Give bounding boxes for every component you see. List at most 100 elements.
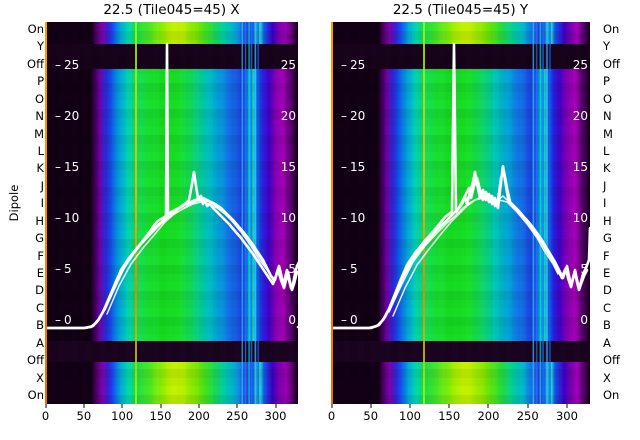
y-category-tick-right-on-21: On bbox=[603, 388, 620, 402]
x-tick-label-left-150: 150 bbox=[149, 409, 172, 423]
y-category-tick-left-j-9: J bbox=[40, 178, 44, 193]
ytick-15-right-right: 15 bbox=[572, 160, 588, 174]
ytick-0-right-right: 0 bbox=[580, 313, 588, 327]
y-category-tick-right-on-0: On bbox=[603, 22, 620, 36]
y-category-tick-right-x-20: X bbox=[603, 370, 611, 385]
y-category-tick-right-a-18: A bbox=[603, 335, 611, 350]
ytick-5-right-right: 5 bbox=[580, 262, 588, 276]
x-tick-mark-right-150 bbox=[448, 404, 450, 408]
y-category-tick-right-o-4: O bbox=[603, 91, 613, 106]
panel-title-left: 22.5 (Tile045=45) X bbox=[103, 2, 240, 18]
x-tick-label-right-300: 300 bbox=[555, 409, 578, 423]
center-streak-right bbox=[423, 22, 425, 404]
x-tick-label-left-0: 0 bbox=[41, 409, 50, 423]
ytick-0-left-right: 0 bbox=[288, 313, 296, 327]
y-category-tick-right-b-17: B bbox=[603, 318, 611, 333]
x-tick-mark-left-300 bbox=[275, 404, 276, 408]
heatmap-panel-right[interactable]: –25 –20 –15 –10 –5 –0 25 20 15 10 5 0 bbox=[331, 22, 590, 404]
heatmap-panel-left[interactable]: –25 –20 –15 –10 –5 –0 25 20 15 10 5 0 bbox=[45, 22, 298, 404]
y-category-tick-left-d-15: D bbox=[35, 283, 44, 298]
x-tick-mark-right-100 bbox=[409, 404, 411, 408]
y-category-tick-left-l-7: L bbox=[37, 144, 44, 158]
y-category-tick-right-c-16: C bbox=[603, 300, 612, 315]
y-category-tick-right-h-11: H bbox=[603, 213, 612, 228]
center-streak-left bbox=[135, 22, 137, 404]
panel-title-right: 22.5 (Tile045=45) Y bbox=[392, 2, 529, 18]
y-category-tick-right-l-7: L bbox=[603, 144, 610, 158]
y-category-tick-left-h-11: H bbox=[35, 213, 44, 228]
x-tick-label-left-250: 250 bbox=[226, 409, 249, 423]
ytick-5-left-right: 5 bbox=[288, 262, 296, 276]
ytick-10-left: –10 bbox=[55, 211, 80, 225]
ytick-5-right: –5 bbox=[341, 262, 358, 276]
x-tick-mark-right-250 bbox=[527, 404, 529, 408]
ytick-15-left-right: 15 bbox=[280, 160, 296, 174]
y-category-tick-left-y-1: Y bbox=[36, 39, 44, 54]
x-tick-label-left-200: 200 bbox=[187, 409, 210, 423]
ytick-25-left: –25 bbox=[55, 58, 80, 72]
x-tick-label-left-50: 50 bbox=[76, 409, 92, 423]
ytick-0-right: –0 bbox=[341, 313, 358, 327]
y-category-tick-right-m-6: M bbox=[603, 126, 613, 141]
y-category-tick-left-i-10: I bbox=[40, 196, 44, 211]
x-tick-label-left-100: 100 bbox=[111, 409, 134, 423]
y-category-tick-left-o-4: O bbox=[34, 91, 44, 106]
y-category-tick-left-e-14: E bbox=[36, 266, 44, 280]
left-spine-right-panel bbox=[331, 22, 333, 404]
y-category-tick-right-d-15: D bbox=[603, 283, 612, 298]
ytick-10-right: –10 bbox=[341, 211, 366, 225]
rfi-streaks-right bbox=[531, 22, 558, 404]
y-category-tick-right-i-10: I bbox=[603, 196, 607, 211]
y-category-tick-right-k-8: K bbox=[603, 161, 611, 176]
y-category-tick-left-on-0: On bbox=[27, 22, 44, 36]
y-category-tick-left-off-19: Off bbox=[27, 353, 44, 368]
ytick-25-right-right: 25 bbox=[572, 58, 588, 72]
y-category-tick-right-f-13: F bbox=[603, 248, 610, 263]
x-tick-label-left-300: 300 bbox=[264, 409, 287, 423]
x-tick-mark-left-200 bbox=[198, 404, 200, 408]
heatmap-image-right bbox=[331, 22, 590, 404]
rfi-streaks-left bbox=[241, 22, 267, 404]
y-category-tick-left-p-3: P bbox=[37, 74, 44, 89]
ytick-20-right-right: 20 bbox=[572, 109, 588, 123]
x-tick-label-right-150: 150 bbox=[438, 409, 461, 423]
heatmap-image-left bbox=[45, 22, 298, 404]
left-spine-left-panel bbox=[45, 22, 47, 404]
x-tick-mark-left-0 bbox=[45, 404, 46, 408]
y-category-tick-left-x-20: X bbox=[36, 370, 44, 385]
y-axis-categories-left: On Y Off P O N M L K J I H G F E D C B A Off X On bbox=[2, 22, 44, 404]
ytick-10-right-right: 10 bbox=[572, 211, 588, 225]
x-tick-mark-right-200 bbox=[487, 404, 489, 408]
ytick-0-left: –0 bbox=[55, 313, 72, 327]
y-category-tick-left-c-16: C bbox=[35, 300, 44, 315]
ytick-20-right: –20 bbox=[341, 109, 366, 123]
x-tick-mark-left-100 bbox=[121, 404, 123, 408]
ytick-10-left-right: 10 bbox=[280, 211, 296, 225]
x-tick-mark-right-300 bbox=[566, 404, 568, 408]
y-axis-categories-right: On Y Off P O N M L K J I H G F E D C B A Off X On bbox=[598, 22, 640, 404]
ytick-5-left: –5 bbox=[55, 262, 72, 276]
y-category-tick-right-p-3: P bbox=[603, 74, 610, 89]
x-tick-mark-left-150 bbox=[160, 404, 161, 408]
y-category-tick-right-n-5: N bbox=[603, 109, 612, 124]
x-tick-label-right-50: 50 bbox=[363, 409, 379, 423]
x-axis-right: 0 50 100 150 200 250 300 bbox=[328, 404, 590, 440]
x-tick-label-right-100: 100 bbox=[399, 409, 421, 423]
y-category-tick-left-k-8: K bbox=[36, 161, 44, 176]
y-category-tick-left-m-6: M bbox=[34, 126, 44, 141]
y-category-tick-left-off-2: Off bbox=[27, 56, 44, 71]
ytick-20-left: –20 bbox=[55, 109, 80, 123]
y-category-tick-right-off-2: Off bbox=[603, 56, 620, 71]
x-tick-mark-right-50 bbox=[370, 404, 372, 408]
ytick-15-left: –15 bbox=[55, 160, 80, 174]
y-category-tick-right-y-1: Y bbox=[603, 39, 611, 54]
y-category-tick-left-on-21: On bbox=[27, 388, 44, 402]
x-tick-label-right-250: 250 bbox=[516, 409, 539, 423]
y-category-tick-right-e-14: E bbox=[603, 266, 611, 280]
x-axis-left: 0 50 100 150 200 250 300 bbox=[41, 404, 298, 440]
x-tick-mark-left-50 bbox=[83, 404, 85, 408]
ytick-25-right: –25 bbox=[341, 58, 366, 72]
x-tick-mark-right-0 bbox=[331, 404, 332, 408]
y-category-tick-right-j-9: J bbox=[603, 178, 607, 193]
